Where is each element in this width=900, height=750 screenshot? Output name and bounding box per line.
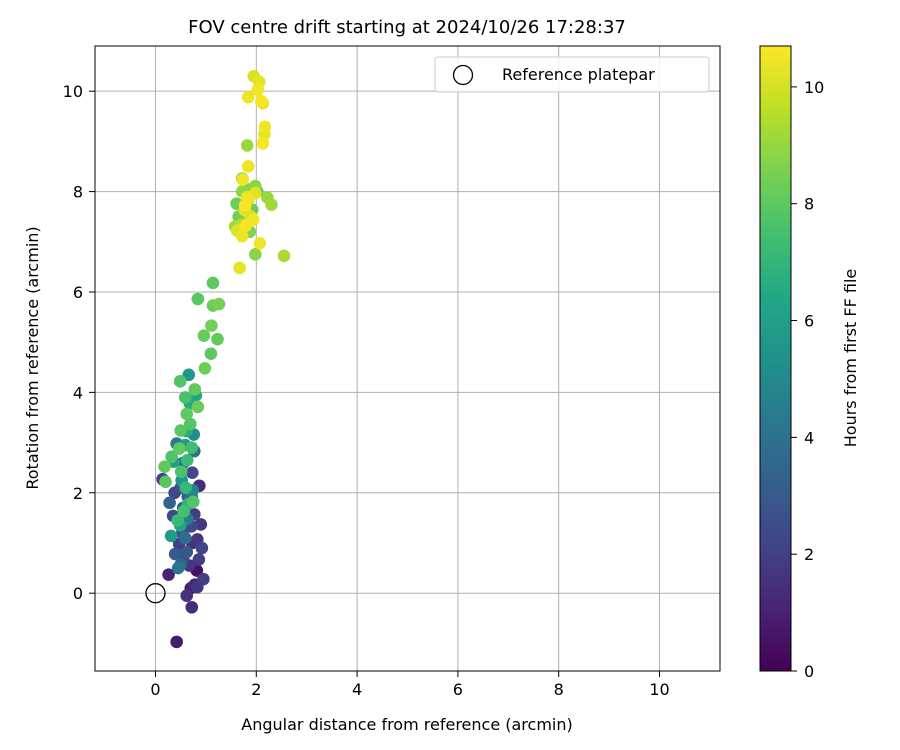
- colorbar-tick-label: 8: [804, 195, 814, 214]
- colorbar-gradient: [759, 45, 792, 672]
- data-point: [206, 276, 220, 290]
- data-point: [180, 545, 194, 559]
- legend: Reference platepar: [434, 56, 710, 93]
- y-tick-label: 6: [73, 283, 83, 302]
- data-point: [183, 417, 197, 431]
- data-point: [180, 453, 194, 467]
- data-point: [158, 460, 171, 473]
- data-point: [191, 400, 205, 414]
- data-point: [248, 248, 262, 261]
- x-tick-label: 4: [352, 680, 362, 699]
- x-tick-label: 8: [554, 680, 564, 699]
- x-axis-label: Angular distance from reference (arcmin): [241, 715, 572, 734]
- colorbar-tick-label: 0: [804, 662, 814, 681]
- chart-title: FOV centre drift starting at 2024/10/26 …: [188, 17, 626, 38]
- data-point: [197, 572, 210, 586]
- data-point: [233, 261, 246, 275]
- data-point: [204, 347, 218, 361]
- data-point: [178, 531, 192, 545]
- data-point: [171, 514, 184, 527]
- data-point: [173, 375, 187, 388]
- data-point: [164, 529, 178, 543]
- data-point: [191, 292, 205, 306]
- data-point: [179, 481, 193, 495]
- data-point: [256, 137, 270, 150]
- reference-platepar-marker: [145, 583, 166, 604]
- colorbar-tick-label: 4: [804, 428, 814, 447]
- data-point: [241, 160, 255, 173]
- data-point: [188, 383, 202, 396]
- data-point: [163, 496, 176, 510]
- legend-marker-reference: [452, 64, 474, 86]
- x-tick-label: 6: [453, 680, 463, 699]
- points-layer: [156, 69, 291, 649]
- data-point: [180, 589, 194, 602]
- y-tick-label: 0: [73, 584, 83, 603]
- data-point: [180, 407, 194, 421]
- colorbar: 0 2 4 6 8 10 Hours from first FF file: [759, 45, 860, 681]
- y-tick-label: 2: [73, 484, 83, 503]
- legend-entry-reference: Reference platepar: [502, 65, 655, 84]
- data-point: [162, 568, 175, 581]
- data-point: [168, 547, 182, 561]
- data-point: [236, 173, 249, 186]
- reference-layer: [145, 583, 166, 604]
- data-point: [174, 424, 187, 437]
- data-point: [239, 219, 253, 233]
- data-point: [171, 561, 185, 575]
- data-point: [240, 139, 254, 152]
- data-point: [241, 90, 255, 104]
- data-point: [192, 553, 206, 566]
- data-point: [194, 518, 208, 531]
- data-point: [212, 297, 226, 311]
- data-point: [277, 249, 291, 263]
- data-point: [170, 635, 183, 649]
- data-point: [174, 465, 188, 479]
- data-point: [185, 600, 199, 614]
- grid: [95, 46, 720, 671]
- x-tick-label: 2: [251, 680, 261, 699]
- data-point: [172, 442, 186, 455]
- data-point: [198, 361, 212, 375]
- data-point: [185, 441, 199, 454]
- y-axis-label: Rotation from reference (arcmin): [23, 226, 42, 489]
- y-axis: 0 2 4 6 8 10: [63, 82, 95, 603]
- data-point: [253, 236, 267, 250]
- data-point: [185, 466, 199, 480]
- data-point: [205, 319, 218, 332]
- data-point: [165, 450, 178, 463]
- colorbar-label: Hours from first FF file: [841, 269, 860, 448]
- y-tick-label: 8: [73, 183, 83, 202]
- data-point: [211, 332, 224, 346]
- colorbar-ticks: 0 2 4 6 8 10: [791, 78, 824, 681]
- plot-frame: [94, 45, 721, 672]
- colorbar-tick-label: 6: [804, 312, 814, 331]
- data-point: [251, 83, 265, 96]
- data-point: [235, 229, 249, 243]
- data-point: [238, 198, 252, 212]
- colorbar-tick-label: 2: [804, 545, 814, 564]
- x-axis: 0 2 4 6 8 10: [150, 671, 670, 699]
- data-point: [195, 541, 209, 555]
- y-tick-label: 10: [63, 82, 83, 101]
- data-point: [159, 475, 172, 489]
- x-tick-label: 0: [150, 680, 160, 699]
- legend-box: [434, 56, 710, 93]
- data-point: [265, 198, 278, 211]
- colorbar-tick-label: 10: [804, 78, 824, 97]
- data-point: [182, 368, 196, 382]
- y-tick-label: 4: [73, 383, 83, 402]
- data-point: [197, 329, 211, 342]
- data-point: [178, 391, 192, 404]
- x-tick-label: 10: [649, 680, 669, 699]
- data-point: [255, 94, 268, 108]
- data-point: [177, 505, 191, 518]
- data-point: [186, 495, 200, 509]
- data-point: [258, 120, 272, 134]
